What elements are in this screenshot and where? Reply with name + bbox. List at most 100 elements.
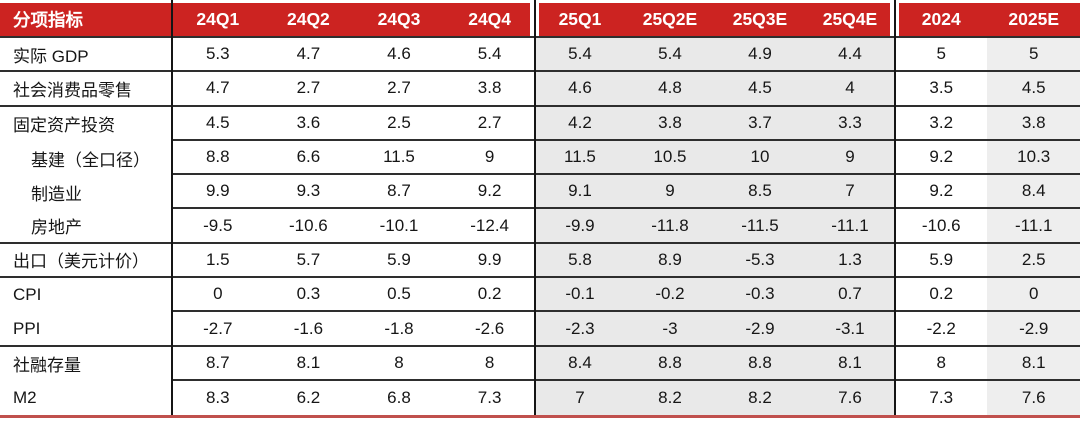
value-cell: -2.2 bbox=[894, 312, 988, 347]
value-cell: -5.3 bbox=[714, 243, 805, 279]
value-cell: 8.5 bbox=[714, 175, 805, 210]
value-cell: -11.5 bbox=[714, 209, 805, 244]
header-cell-1: 24Q1 bbox=[172, 3, 264, 38]
value-cell: 3.8 bbox=[624, 106, 715, 141]
value-cell: 3.8 bbox=[987, 106, 1080, 141]
value-cell: -0.3 bbox=[714, 278, 805, 313]
value-cell: 8.2 bbox=[624, 380, 715, 416]
value-cell: 4.4 bbox=[804, 38, 895, 73]
value-cell: 4.5 bbox=[714, 72, 805, 107]
value-cell: 8.8 bbox=[714, 346, 805, 381]
table-grid: 分项指标 24Q1 24Q2 24Q3 24Q4 25Q1 25Q2E 25Q3E 25Q4E 2… bbox=[0, 3, 1080, 416]
value-cell: 10.5 bbox=[624, 140, 715, 176]
value-cell: -10.1 bbox=[353, 209, 445, 244]
value-cell: 5.8 bbox=[534, 243, 625, 279]
value-cell: -1.8 bbox=[353, 312, 445, 347]
value-cell: 4.6 bbox=[353, 38, 445, 73]
value-cell: -11.1 bbox=[987, 209, 1080, 244]
value-cell: -11.1 bbox=[804, 209, 895, 244]
value-cell: 1.5 bbox=[172, 244, 264, 279]
value-cell: 4.7 bbox=[263, 38, 354, 73]
row-label: 出口（美元计价） bbox=[0, 244, 173, 279]
value-cell: 8.1 bbox=[263, 347, 354, 381]
value-cell: 4.5 bbox=[987, 72, 1080, 107]
value-cell: -11.8 bbox=[624, 209, 715, 244]
value-cell: 0 bbox=[987, 278, 1080, 313]
value-cell: 3.8 bbox=[444, 72, 535, 107]
header-cell-3: 24Q3 bbox=[353, 3, 445, 38]
value-cell: 5 bbox=[894, 38, 988, 73]
value-cell: 8.4 bbox=[987, 175, 1080, 210]
value-cell: 6.8 bbox=[387, 388, 411, 408]
value-cell: 9 bbox=[624, 175, 715, 210]
value-cell: 8.9 bbox=[624, 243, 715, 279]
value-cell: 5.9 bbox=[353, 244, 445, 279]
value-cell: 5.4 bbox=[444, 38, 535, 73]
value-cell: -9.9 bbox=[534, 209, 625, 244]
value-cell: 3.5 bbox=[894, 72, 988, 107]
value-cell: -2.9 bbox=[714, 312, 805, 347]
value-cell: 1.3 bbox=[804, 243, 895, 279]
value-cell: 7 bbox=[804, 175, 895, 210]
value-cell: 0.3 bbox=[263, 278, 354, 313]
value-cell: 7 bbox=[534, 380, 625, 416]
value-cell: 8 bbox=[894, 347, 988, 381]
value-cell: 9.2 bbox=[894, 175, 988, 210]
value-cell: 8.8 bbox=[624, 346, 715, 381]
row-label: M2 bbox=[13, 388, 37, 408]
value-cell: 5.9 bbox=[894, 244, 988, 279]
column-divider-2025q bbox=[533, 0, 536, 415]
row-label: 基建（全口径） bbox=[31, 150, 150, 170]
value-cell: 4.5 bbox=[172, 107, 264, 141]
value-cell: 4.2 bbox=[534, 106, 625, 141]
value-cell: 9.3 bbox=[263, 175, 354, 210]
value-cell: -0.2 bbox=[624, 278, 715, 313]
value-cell: 8.8 bbox=[172, 141, 264, 176]
value-cell: 8.4 bbox=[534, 346, 625, 381]
value-cell: 7.3 bbox=[477, 388, 502, 408]
value-cell: 6.6 bbox=[263, 141, 354, 176]
value-cell: 8.7 bbox=[353, 175, 445, 210]
header-cell-2: 24Q2 bbox=[263, 3, 354, 38]
value-cell: 0.7 bbox=[804, 278, 895, 313]
value-cell: 4.7 bbox=[172, 72, 264, 107]
header-cell-6: 25Q2E bbox=[624, 3, 715, 38]
row-label: 固定资产投资 bbox=[13, 116, 115, 136]
value-cell: 4.9 bbox=[714, 38, 805, 73]
value-cell: 9 bbox=[444, 141, 535, 176]
value-cell: -3 bbox=[624, 312, 715, 347]
table-bottom-rule bbox=[0, 414, 1080, 418]
value-cell: -3.1 bbox=[804, 312, 895, 347]
value-cell: -2.9 bbox=[987, 312, 1080, 347]
header-cell-10: 2025E bbox=[987, 3, 1080, 38]
value-cell: -10.6 bbox=[894, 209, 988, 244]
value-cell: 8.1 bbox=[987, 346, 1080, 381]
value-cell: 8.1 bbox=[804, 346, 895, 381]
value-cell: 2.5 bbox=[987, 243, 1080, 279]
header-band-annual bbox=[899, 3, 1080, 38]
column-divider-annual bbox=[893, 0, 896, 415]
value-cell: 10 bbox=[714, 140, 805, 176]
value-cell: 8 bbox=[444, 347, 535, 381]
row-label: 社融存量 bbox=[13, 356, 81, 376]
value-cell: 0.2 bbox=[894, 278, 988, 313]
value-cell: 2.7 bbox=[353, 72, 445, 107]
value-cell: -10.6 bbox=[263, 209, 354, 244]
value-cell: 8.2 bbox=[714, 380, 805, 416]
row-label: CPI bbox=[13, 285, 42, 305]
value-cell: 8 bbox=[353, 347, 445, 381]
value-cell: -2.3 bbox=[534, 312, 625, 347]
value-cell: 8.3 bbox=[205, 388, 230, 408]
value-cell: 11.5 bbox=[534, 140, 625, 176]
header-cell-indicator: 分项指标 bbox=[0, 3, 173, 38]
header-cell-5: 25Q1 bbox=[534, 3, 625, 38]
column-divider-labels bbox=[170, 0, 173, 415]
value-cell: 3.2 bbox=[894, 107, 988, 141]
header-band-2025-quarters bbox=[539, 3, 890, 38]
value-cell: 7.3 bbox=[929, 388, 954, 408]
header-band-actuals bbox=[0, 3, 530, 38]
value-cell: 11.5 bbox=[353, 141, 445, 176]
value-cell: 5 bbox=[987, 38, 1080, 73]
header-cell-8: 25Q4E bbox=[804, 3, 895, 38]
